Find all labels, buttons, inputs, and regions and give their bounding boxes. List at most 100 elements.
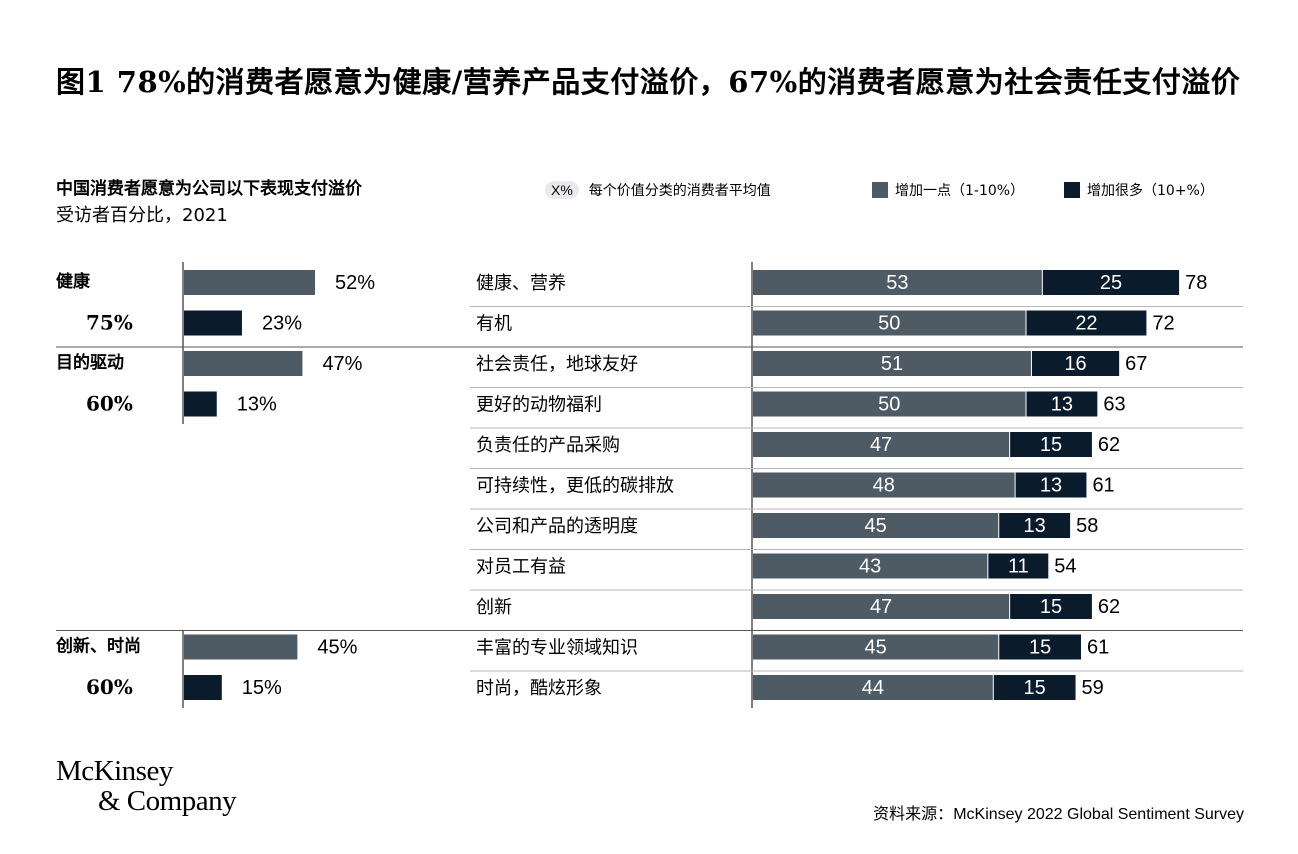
- left-bar-small-label: 47%: [322, 353, 362, 375]
- bar-large: [999, 634, 1081, 660]
- bar-small-label: 47: [870, 596, 892, 618]
- bar-large-label: 15: [1029, 637, 1051, 659]
- left-bar-large-label: 15%: [242, 677, 282, 699]
- legend-large-label: 增加很多（10+%）: [1087, 183, 1214, 199]
- bar-large-label: 11: [1008, 556, 1029, 578]
- bar-large-label: 16: [1064, 353, 1086, 375]
- source-note: 资料来源：McKinsey 2022 Global Sentiment Surv…: [873, 800, 1244, 824]
- bar-large: [1031, 351, 1120, 376]
- source-prefix: 资料来源：: [873, 804, 954, 823]
- bar-small-label: 50: [878, 313, 900, 335]
- left-group-label: 创新、时尚: [55, 636, 141, 657]
- category-label: 有机: [476, 314, 512, 335]
- bar-large: [1026, 310, 1147, 336]
- bar-large-label: 13: [1024, 515, 1046, 537]
- category-label: 健康、营养: [476, 273, 566, 294]
- bar-total-label: 67: [1125, 353, 1147, 375]
- left-group-average: 75%: [86, 311, 133, 335]
- bar-large-label: 15: [1024, 677, 1046, 699]
- logo-line1: McKinsey: [56, 755, 173, 787]
- bar-total-label: 59: [1082, 677, 1104, 699]
- bar-small-label: 43: [859, 556, 881, 578]
- category-label: 可持续性，更低的碳排放: [476, 476, 674, 497]
- bar-small: [753, 351, 1031, 376]
- bar-large-label: 22: [1075, 313, 1097, 335]
- bar-small: [753, 270, 1042, 295]
- bar-small: [753, 310, 1026, 336]
- chart-unit-note: 受访者百分比，2021: [56, 205, 228, 226]
- bar-total-label: 58: [1076, 515, 1098, 537]
- logo-line2: & Company: [98, 785, 237, 817]
- category-label: 对员工有益: [476, 557, 566, 578]
- bar-small: [753, 513, 999, 538]
- bar-small: [753, 391, 1026, 417]
- bar-total-label: 78: [1185, 272, 1207, 294]
- left-bar-small: [184, 270, 316, 295]
- legend-large: 增加很多（10+%）: [1064, 180, 1214, 200]
- left-bar-large: [184, 391, 217, 417]
- mckinsey-logo: McKinsey & Company: [56, 755, 237, 817]
- bar-total-label: 62: [1098, 596, 1120, 618]
- legend-small-swatch: [872, 182, 888, 198]
- left-bar-small-label: 45%: [317, 637, 357, 659]
- bar-large: [1042, 270, 1180, 295]
- left-group-average: 60%: [86, 392, 133, 416]
- bar-small-label: 45: [865, 515, 887, 537]
- category-label: 时尚，酷炫形象: [476, 678, 602, 699]
- bar-small: [753, 432, 1010, 457]
- bar-small: [753, 594, 1010, 619]
- bar-small-label: 44: [862, 677, 884, 699]
- category-label: 负责任的产品采购: [476, 435, 620, 456]
- source-text: McKinsey 2022 Global Sentiment Survey: [953, 806, 1244, 823]
- bar-small-label: 45: [865, 637, 887, 659]
- left-bar-small: [184, 351, 303, 376]
- bar-small-label: 50: [878, 394, 900, 416]
- bar-large: [1010, 594, 1092, 619]
- left-group-label: 健康: [56, 271, 91, 292]
- left-bar-small: [184, 634, 298, 660]
- category-label: 创新: [476, 597, 512, 618]
- bar-large-label: 13: [1040, 475, 1062, 497]
- bar-large: [1026, 391, 1098, 417]
- legend-large-swatch: [1064, 182, 1080, 198]
- bar-total-label: 63: [1103, 394, 1125, 416]
- bar-large-label: 13: [1051, 394, 1073, 416]
- bar-total-label: 62: [1098, 434, 1120, 456]
- bar-small: [753, 472, 1015, 498]
- legend-average-label: 每个价值分类的消费者平均值: [588, 183, 771, 199]
- page-title: 图1 78%的消费者愿意为健康/营养产品支付溢价，67%的消费者愿意为社会责任支…: [56, 65, 1241, 99]
- bar-small: [753, 553, 988, 579]
- bar-small-label: 48: [873, 475, 895, 497]
- bar-total-label: 61: [1087, 637, 1109, 659]
- bar-large: [999, 513, 1071, 538]
- category-label: 丰富的专业领域知识: [476, 638, 638, 659]
- category-label: 公司和产品的透明度: [476, 516, 638, 537]
- bar-total-label: 61: [1092, 475, 1114, 497]
- bar-small: [753, 634, 999, 660]
- legend-small-label: 增加一点（1-10%）: [895, 183, 1025, 199]
- legend-average-swatch: X%: [545, 181, 579, 199]
- category-label: 更好的动物福利: [476, 395, 602, 416]
- bar-large: [1010, 432, 1092, 457]
- bar-large: [1015, 472, 1087, 498]
- legend-average: X% 每个价值分类的消费者平均值: [545, 180, 771, 200]
- left-bar-large: [184, 675, 222, 700]
- bar-large: [993, 675, 1076, 700]
- bar-total-label: 72: [1152, 313, 1174, 335]
- bar-large: [988, 553, 1049, 579]
- category-label: 社会责任，地球友好: [476, 354, 638, 375]
- left-bar-large-label: 13%: [237, 394, 277, 416]
- left-bar-large-label: 23%: [262, 313, 302, 335]
- bar-small-label: 53: [886, 272, 908, 294]
- left-bar-large: [184, 310, 242, 336]
- left-bar-small-label: 52%: [335, 272, 375, 294]
- bar-large-label: 25: [1100, 272, 1122, 294]
- left-group-label: 目的驱动: [56, 352, 124, 373]
- chart-subtitle: 中国消费者愿意为公司以下表现支付溢价: [56, 179, 362, 199]
- bar-small: [753, 675, 993, 700]
- bar-large-label: 15: [1040, 434, 1062, 456]
- bar-large-label: 15: [1040, 596, 1062, 618]
- legend-small: 增加一点（1-10%）: [872, 180, 1024, 200]
- bar-small-label: 47: [870, 434, 892, 456]
